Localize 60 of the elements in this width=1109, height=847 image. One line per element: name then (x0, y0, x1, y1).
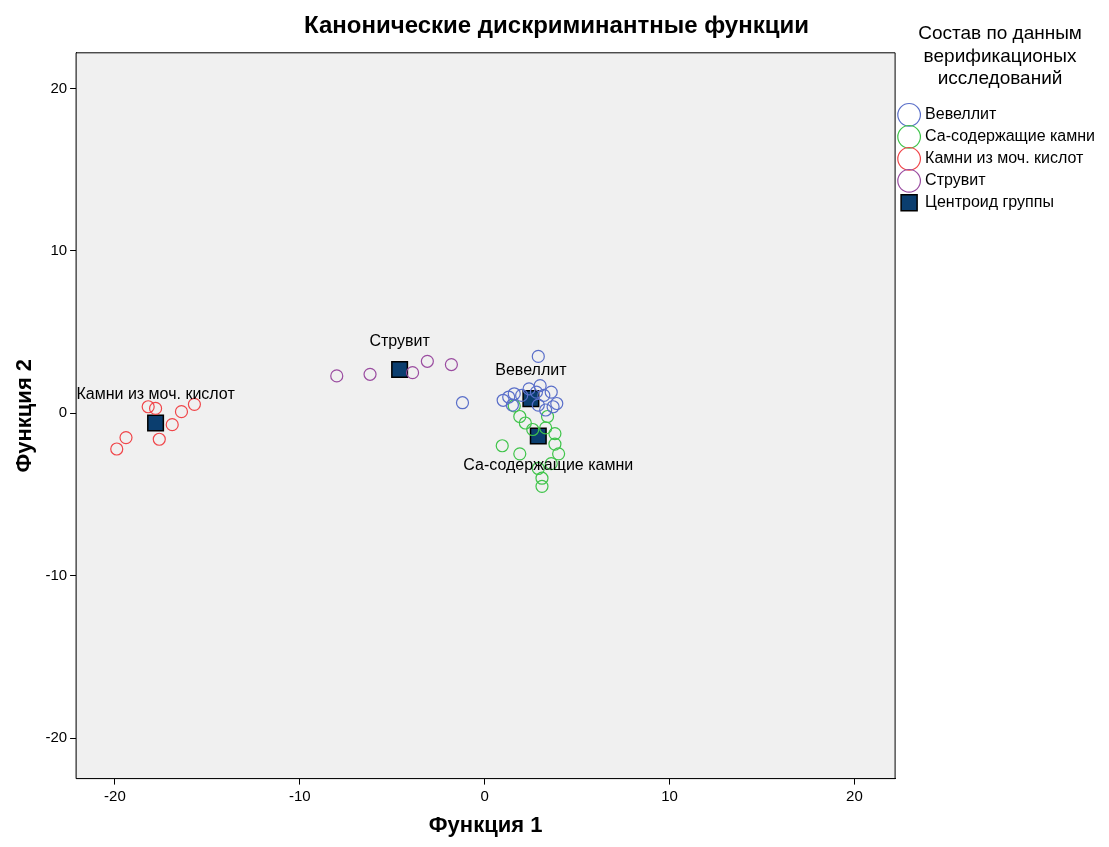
y-tick-label: 10 (50, 241, 68, 259)
point (507, 387, 521, 401)
point (152, 432, 166, 446)
legend-label: Вевеллит (925, 105, 997, 123)
point (539, 403, 553, 417)
point (540, 409, 555, 424)
point (110, 442, 124, 456)
legend-label: Са-содержащие камни (925, 127, 1095, 145)
point (165, 418, 179, 432)
y-tick-label: 0 (58, 403, 68, 421)
point (363, 367, 377, 381)
point (174, 405, 189, 419)
point (533, 379, 547, 393)
legend-label: Струвит (925, 171, 987, 189)
point (537, 388, 551, 402)
point (513, 409, 527, 424)
chart-title: Канонические дискриминантные функции (304, 11, 809, 39)
point (147, 414, 165, 432)
point (330, 369, 344, 383)
legend-label: Центроид группы (925, 193, 1054, 211)
point (444, 357, 458, 372)
y-tick-label: -20 (45, 728, 68, 746)
point (495, 439, 509, 453)
point (529, 385, 544, 399)
y-axis-title: Функция 2 (11, 358, 37, 473)
point (548, 437, 562, 451)
legend-title: Состав по данным верификационых исследований (918, 21, 1082, 89)
point (518, 416, 532, 430)
point (391, 360, 409, 378)
y-tick-label: 20 (50, 78, 68, 96)
annotation: Струвит (369, 331, 431, 349)
point (420, 354, 434, 368)
point (119, 431, 133, 445)
x-axis-title: Функция 1 (428, 811, 543, 837)
point (548, 426, 562, 441)
x-tick-label: 10 (661, 786, 678, 804)
point (531, 398, 545, 412)
point (148, 401, 163, 415)
x-tick-label: -10 (288, 786, 311, 804)
x-tick-label: -20 (104, 786, 126, 804)
point (539, 421, 553, 435)
annotation: Камни из моч. кислот (76, 385, 236, 403)
point (522, 382, 536, 396)
point (535, 479, 549, 493)
point (546, 400, 560, 414)
point (141, 400, 155, 414)
point (515, 388, 529, 402)
annotation: Вевеллит (495, 361, 568, 379)
point (496, 393, 510, 407)
x-tick-label: 20 (846, 786, 863, 804)
y-tick-label: -10 (45, 565, 68, 583)
point (502, 390, 516, 404)
legend-label: Камни из моч. кислот (925, 149, 1085, 167)
point (455, 396, 470, 410)
point (526, 422, 540, 437)
point (405, 366, 420, 380)
x-tick-label: 0 (480, 786, 489, 804)
point (550, 396, 564, 411)
point (544, 385, 558, 399)
point (531, 349, 545, 364)
